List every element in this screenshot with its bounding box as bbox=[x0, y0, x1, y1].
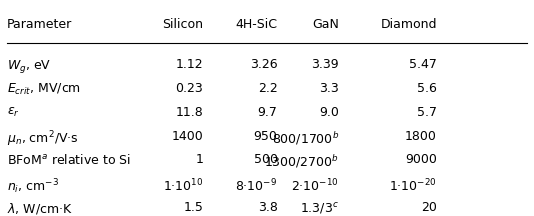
Text: 5.7: 5.7 bbox=[417, 106, 437, 119]
Text: 3.3: 3.3 bbox=[319, 82, 339, 95]
Text: GaN: GaN bbox=[312, 18, 339, 31]
Text: 9000: 9000 bbox=[405, 154, 437, 167]
Text: 4H-SiC: 4H-SiC bbox=[235, 18, 278, 31]
Text: 2·10$^{-10}$: 2·10$^{-10}$ bbox=[291, 177, 339, 194]
Text: 9.0: 9.0 bbox=[319, 106, 339, 119]
Text: 2.2: 2.2 bbox=[258, 82, 278, 95]
Text: BFoM$^a$ relative to Si: BFoM$^a$ relative to Si bbox=[7, 154, 131, 167]
Text: 9.7: 9.7 bbox=[258, 106, 278, 119]
Text: 5.6: 5.6 bbox=[417, 82, 437, 95]
Text: 11.8: 11.8 bbox=[176, 106, 203, 119]
Text: $\varepsilon_r$: $\varepsilon_r$ bbox=[7, 106, 20, 119]
Text: 1.12: 1.12 bbox=[176, 59, 203, 71]
Text: 1·10$^{-20}$: 1·10$^{-20}$ bbox=[389, 177, 437, 194]
Text: 0.23: 0.23 bbox=[176, 82, 203, 95]
Text: $\mu_n$, cm$^2$/V·s: $\mu_n$, cm$^2$/V·s bbox=[7, 130, 78, 149]
Text: Parameter: Parameter bbox=[7, 18, 72, 31]
Text: $W_g$, eV: $W_g$, eV bbox=[7, 59, 51, 75]
Text: 1800: 1800 bbox=[405, 130, 437, 143]
Text: 1.5: 1.5 bbox=[183, 201, 203, 214]
Text: 1.3/3$^c$: 1.3/3$^c$ bbox=[300, 201, 339, 216]
Text: Silicon: Silicon bbox=[162, 18, 203, 31]
Text: 1: 1 bbox=[195, 154, 203, 167]
Text: 1·10$^{10}$: 1·10$^{10}$ bbox=[163, 177, 203, 194]
Text: $\lambda$, W/cm·K: $\lambda$, W/cm·K bbox=[7, 201, 73, 216]
Text: $n_i$, cm$^{-3}$: $n_i$, cm$^{-3}$ bbox=[7, 177, 59, 196]
Text: 20: 20 bbox=[421, 201, 437, 214]
Text: 3.8: 3.8 bbox=[258, 201, 278, 214]
Text: 1300/2700$^b$: 1300/2700$^b$ bbox=[264, 154, 339, 170]
Text: 950: 950 bbox=[254, 130, 278, 143]
Text: $E_{crit}$, MV/cm: $E_{crit}$, MV/cm bbox=[7, 82, 81, 97]
Text: 1400: 1400 bbox=[171, 130, 203, 143]
Text: 3.26: 3.26 bbox=[250, 59, 278, 71]
Text: 500: 500 bbox=[254, 154, 278, 167]
Text: 3.39: 3.39 bbox=[311, 59, 339, 71]
Text: 5.47: 5.47 bbox=[409, 59, 437, 71]
Text: 800/1700$^b$: 800/1700$^b$ bbox=[272, 130, 339, 147]
Text: Diamond: Diamond bbox=[381, 18, 437, 31]
Text: 8·10$^{-9}$: 8·10$^{-9}$ bbox=[235, 177, 278, 194]
